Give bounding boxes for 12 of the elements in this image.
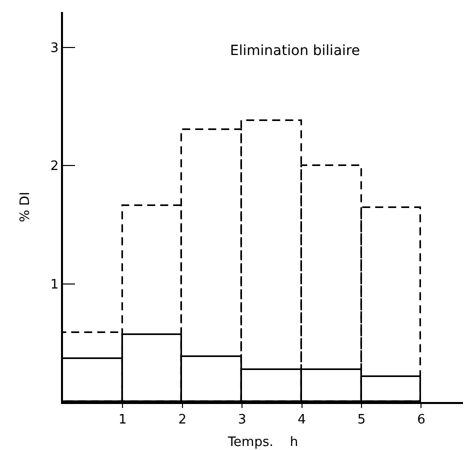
x-tick-label: 2 (178, 412, 187, 428)
x-tick-label: 1 (118, 412, 127, 428)
x-tick-label: 5 (357, 412, 366, 428)
text: Elimination biliaire (230, 42, 360, 59)
x-axis-title: Temps. h (226, 435, 298, 450)
x-tick-label: 3 (238, 412, 246, 428)
y-tick-label: 1 (50, 277, 59, 292)
y-tick-label: 3 (50, 41, 59, 56)
x-tick-label: 6 (417, 412, 426, 428)
y-axis-title: % DI (18, 192, 33, 222)
y-tick-label: 2 (50, 159, 59, 174)
x-tick-label: 4 (298, 412, 306, 428)
